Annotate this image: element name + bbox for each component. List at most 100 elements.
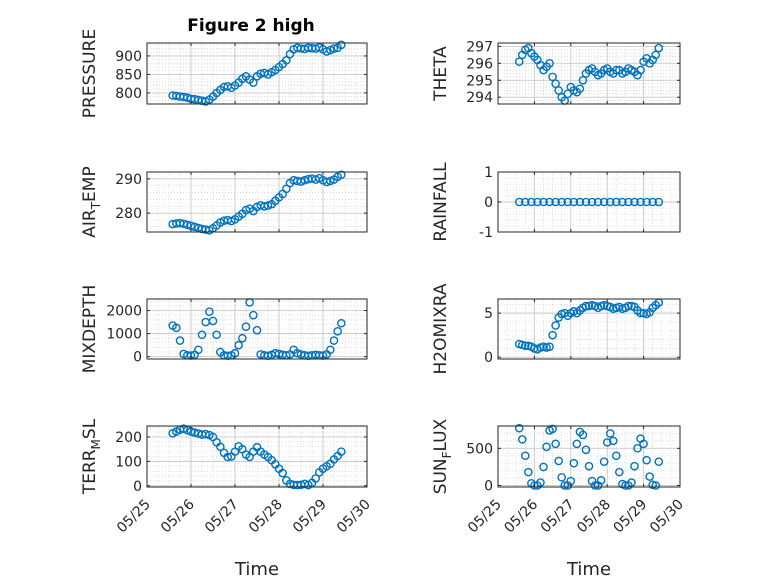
data-point (608, 436, 618, 446)
data-point (514, 57, 524, 66)
data-point (514, 197, 524, 207)
x-axis-label: Time (566, 559, 611, 580)
y-tick-label: 296 (466, 56, 493, 72)
data-point (326, 345, 335, 355)
data-point (587, 197, 597, 207)
x-tick-label: 05/27 (538, 497, 578, 537)
x-tick-label: 05/26 (501, 496, 541, 536)
y-axis-label: AIRTEMP (80, 166, 103, 237)
data-point (584, 461, 594, 471)
data-point (548, 330, 557, 340)
data-point (241, 322, 251, 331)
data-point (234, 340, 243, 350)
data-point (521, 451, 530, 461)
data-point (337, 170, 346, 180)
data-point (642, 197, 651, 207)
y-axis-label: PRESSURE (80, 29, 100, 118)
data-point (223, 452, 232, 462)
axes-box (497, 42, 681, 105)
data-point (563, 197, 573, 207)
data-point (517, 435, 527, 444)
y-tick-label: 500 (466, 441, 493, 457)
y-tick-label: 2000 (106, 304, 142, 320)
x-tick-label: 05/29 (290, 497, 330, 537)
x-tick-label: 05/25 (465, 497, 505, 537)
data-point (636, 65, 645, 75)
panel-3: 280 290 AIRTEMP (80, 166, 368, 238)
data-point (572, 439, 582, 449)
x-tick-label: 05/28 (246, 497, 286, 537)
data-markers (168, 170, 346, 235)
data-point (575, 84, 585, 94)
data-point (569, 197, 579, 207)
panel-8: 0 500 SUNFLUX 05/2505/2605/2705/2805/2905/3… (431, 418, 687, 580)
data-point (593, 197, 603, 207)
data-point (651, 50, 661, 60)
panel-1: 800 850 900 PRESSURE (80, 29, 368, 118)
data-point (521, 341, 530, 351)
data-point (545, 59, 554, 68)
y-tick-label: 1 (484, 165, 493, 181)
data-point (636, 197, 645, 207)
data-point (575, 197, 585, 207)
data-point (527, 197, 536, 207)
data-point (337, 447, 346, 456)
data-point (551, 79, 560, 88)
data-point (599, 457, 609, 467)
data-point (285, 49, 295, 59)
data-point (249, 78, 258, 87)
data-point (654, 457, 664, 467)
data-markers (514, 43, 664, 105)
data-point (194, 345, 203, 355)
y-axis-label: THETA (431, 46, 451, 102)
data-point (618, 197, 627, 207)
axes-box (146, 298, 368, 360)
y-tick-label: 0 (133, 479, 142, 495)
data-point (639, 439, 648, 449)
y-axis-label: SUNFLUX (431, 418, 454, 494)
data-point (627, 478, 636, 487)
y-tick-label: 0 (484, 479, 493, 495)
data-point (581, 445, 591, 455)
data-point (216, 442, 225, 452)
data-point (642, 455, 651, 465)
data-markers (168, 424, 346, 490)
data-point (197, 330, 207, 340)
data-point (201, 429, 210, 439)
data-point (282, 56, 291, 65)
data-point (311, 474, 320, 483)
data-markers (168, 40, 346, 106)
data-point (333, 327, 342, 336)
y-axis-label: MIXDEPTH (80, 285, 100, 374)
data-point (548, 72, 557, 82)
y-tick-label: 290 (115, 172, 142, 188)
y-tick-label: 850 (115, 67, 142, 83)
panel-6: 0 5 H2OMIXRA (431, 283, 681, 375)
data-point (554, 86, 563, 95)
data-point (249, 310, 258, 320)
x-tick-label: 05/26 (158, 496, 198, 536)
data-markers (514, 197, 664, 207)
data-point (590, 481, 600, 490)
x-tick-label: 05/30 (647, 497, 687, 537)
x-tick-label: 05/28 (574, 497, 614, 537)
data-point (514, 423, 524, 433)
data-point (612, 197, 621, 207)
data-point (602, 438, 612, 447)
axes-box (146, 425, 368, 488)
data-point (548, 424, 557, 434)
data-point (175, 336, 185, 345)
x-tick-label: 05/30 (334, 497, 374, 537)
y-tick-label: 200 (115, 430, 142, 446)
y-axis-label: TERRMSL (80, 418, 103, 495)
data-point (551, 439, 560, 449)
data-point (329, 336, 339, 345)
data-point (521, 197, 530, 207)
y-tick-label: 297 (466, 39, 493, 55)
y-tick-label: 100 (115, 454, 142, 470)
y-tick-label: 1000 (106, 327, 142, 343)
axes-box (497, 425, 681, 488)
